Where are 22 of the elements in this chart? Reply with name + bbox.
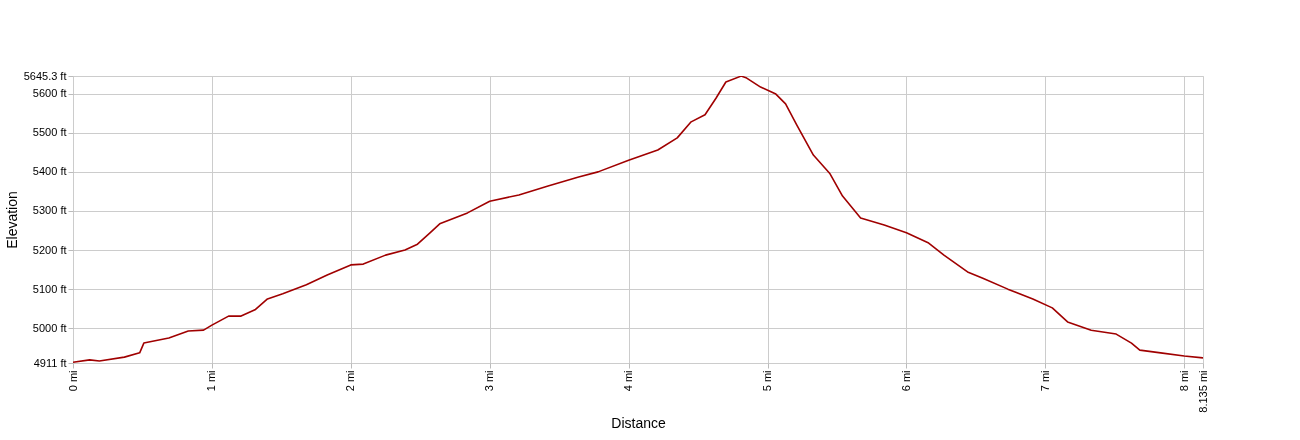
y-tick-label: 5645.3 ft [23, 69, 67, 82]
y-tick-label: 4911 ft [33, 356, 67, 369]
x-tick-label: 8.135 mi [1196, 370, 1209, 413]
y-tick-label: 5500 ft [32, 126, 67, 139]
x-tick-label: 3 mi [483, 370, 496, 392]
x-tick-label: 2 mi [344, 370, 357, 392]
x-tick-label: 6 mi [899, 370, 912, 392]
x-tick-label: 5 mi [761, 370, 774, 392]
x-axis-title: Distance [611, 414, 666, 431]
y-tick-label: 5200 ft [32, 243, 67, 256]
y-tick-label: 5400 ft [32, 165, 67, 178]
y-axis-title: Elevation [3, 191, 20, 249]
x-tick-label: 0 mi [66, 370, 79, 392]
y-tick-label: 5600 ft [32, 87, 67, 100]
x-tick-label: 7 mi [1038, 370, 1051, 392]
y-tick-label: 5000 ft [32, 321, 67, 334]
x-tick-label: 8 mi [1177, 370, 1190, 392]
y-tick-label: 5300 ft [32, 204, 67, 217]
y-tick-label: 5100 ft [32, 282, 67, 295]
line-series [73, 76, 1203, 363]
x-tick-label: 1 mi [205, 370, 218, 392]
x-tick-label: 4 mi [622, 370, 635, 392]
